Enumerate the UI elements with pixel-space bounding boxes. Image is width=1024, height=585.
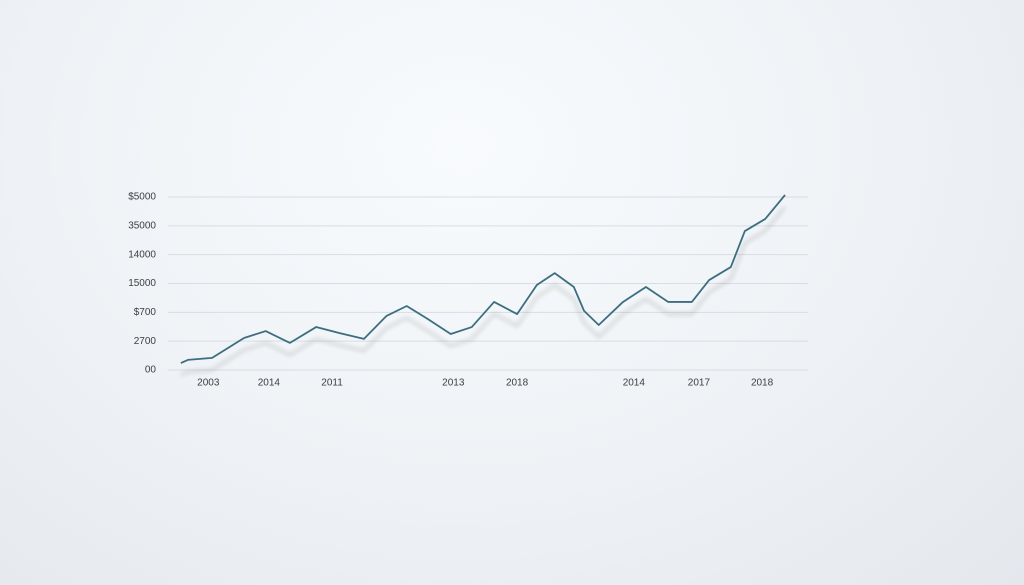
x-tick-label: 2011 xyxy=(321,378,343,389)
y-tick-label: 00 xyxy=(145,365,157,376)
y-tick-label: 14000 xyxy=(128,249,156,260)
data-line xyxy=(180,194,786,364)
y-tick-label: 35000 xyxy=(128,220,156,231)
y-tick-label: 2700 xyxy=(134,336,157,347)
x-tick-label: 2013 xyxy=(442,378,465,389)
x-tick-label: 2014 xyxy=(258,378,281,389)
x-tick-label: 2014 xyxy=(623,378,646,389)
x-tick-label: 2018 xyxy=(751,378,774,389)
y-tick-label: $700 xyxy=(134,307,157,318)
y-tick-label: $5000 xyxy=(128,192,156,203)
x-tick-label: 2017 xyxy=(688,378,711,389)
x-tick-label: 2018 xyxy=(506,378,529,389)
y-tick-label: 15000 xyxy=(128,278,156,289)
x-tick-label: 2003 xyxy=(197,378,220,389)
